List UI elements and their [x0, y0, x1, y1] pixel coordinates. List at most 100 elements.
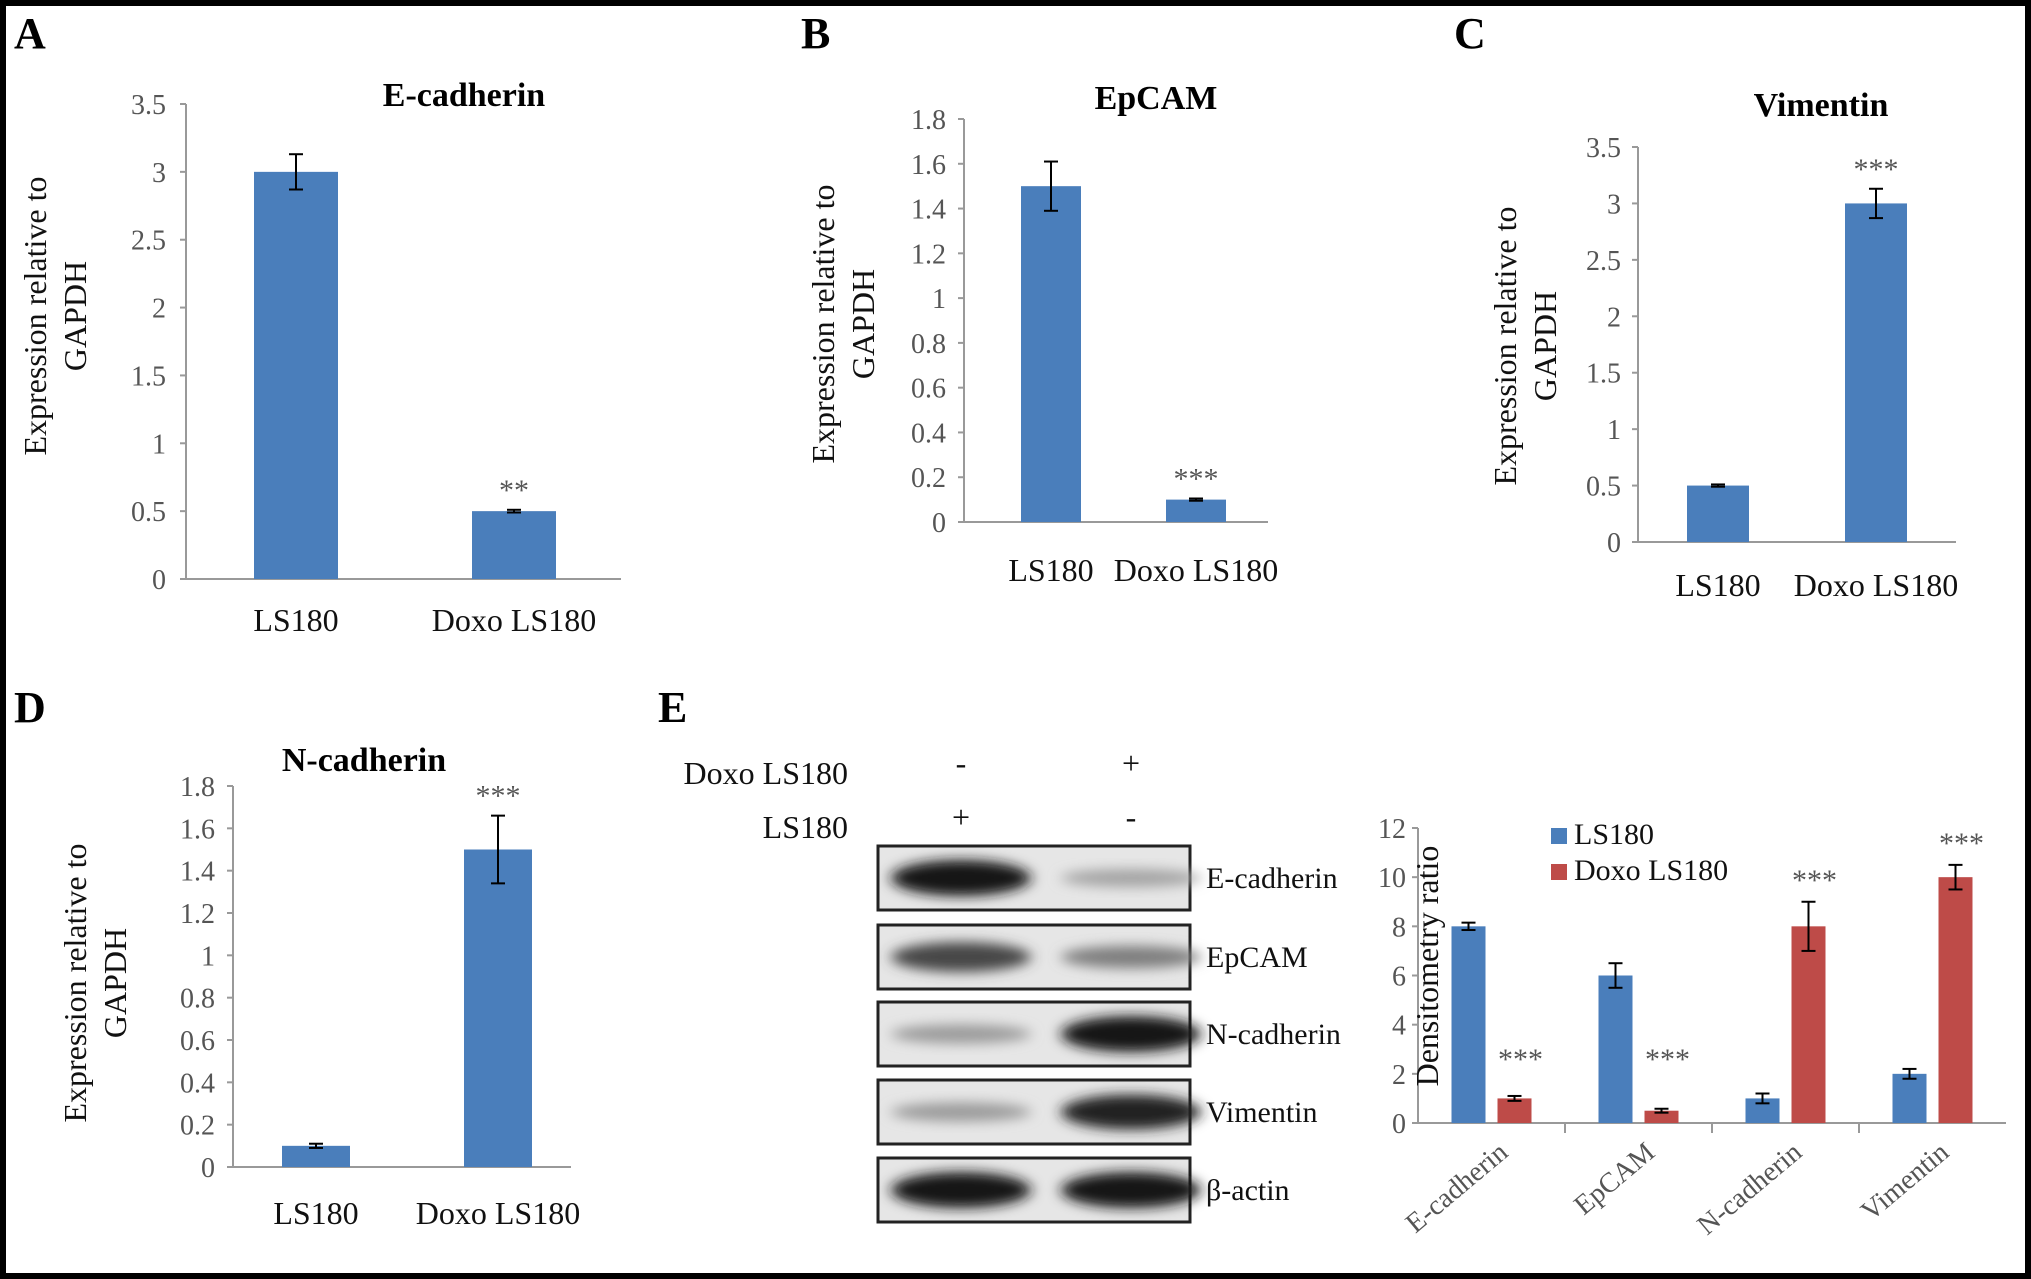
- x-category-label: LS180: [253, 602, 338, 638]
- y-tick-label: 8: [1392, 912, 1406, 943]
- y-tick-label: 1.6: [180, 814, 215, 845]
- treatment-label: Doxo LS180: [684, 755, 848, 791]
- bar: [1791, 926, 1826, 1123]
- y-tick-label: 0.6: [180, 1026, 215, 1057]
- y-tick-label: 2.5: [131, 226, 166, 257]
- y-tick-label: 12: [1378, 814, 1406, 845]
- y-tick-label: 1.5: [1586, 359, 1621, 390]
- figure-frame: A B C D E 0 0.5 1 1.5 2 2.5 3 3.5 E-cadherin Expr…: [6, 6, 2025, 1273]
- legend-swatch: [1551, 864, 1567, 880]
- y-axis-label-line: Expression relative to: [17, 176, 53, 455]
- chart-c: 0 0.5 1 1.5 2 2.5 3 3.5 Vimentin Expression relat…: [1487, 87, 1958, 603]
- y-tick-label: 0.8: [180, 984, 215, 1015]
- y-tick-label: 2: [152, 294, 166, 325]
- y-tick-label: 1.2: [180, 899, 215, 930]
- band-label: EpCAM: [1206, 941, 1308, 974]
- chart-b: 0 0.2 0.4 0.6 0.8 1 1.2 1.4 1.6 1.8 EpCAM Expressio…: [805, 80, 1278, 588]
- y-tick-label: 1.8: [180, 772, 215, 803]
- chart-d: 0 0.2 0.4 0.6 0.8 1 1.2 1.4 1.6 1.8 N-cadherin Expr…: [57, 742, 580, 1231]
- y-tick-label: 1.4: [911, 195, 946, 226]
- y-tick-label: 0.8: [911, 329, 946, 360]
- lane-sign: +: [952, 799, 970, 835]
- bar: [1845, 203, 1907, 542]
- y-tick-label: 2.5: [1586, 246, 1621, 277]
- band-label: N-cadherin: [1206, 1018, 1341, 1051]
- blot-band: [1061, 945, 1201, 969]
- y-tick-label: 1: [932, 284, 946, 315]
- y-axis-label-line: GAPDH: [57, 261, 93, 371]
- x-category-label: LS180: [1008, 552, 1093, 588]
- y-axis-label-line: Expression relative to: [1487, 206, 1523, 485]
- blot-band: [891, 1172, 1031, 1208]
- blot-band: [891, 860, 1031, 896]
- significance-label: **: [499, 474, 529, 507]
- y-tick-label: 1.5: [131, 361, 166, 392]
- x-category-label: Doxo LS180: [432, 602, 596, 638]
- significance-label: ***: [1939, 827, 1984, 860]
- y-tick-label: 1: [152, 429, 166, 460]
- x-category-label: Doxo LS180: [416, 1195, 580, 1231]
- y-tick-label: 1.8: [911, 105, 946, 136]
- y-tick-label: 3.5: [1586, 133, 1621, 164]
- y-tick-label: 3: [152, 158, 166, 189]
- y-tick-label: 1.6: [911, 150, 946, 181]
- y-tick-label: 2: [1392, 1060, 1406, 1091]
- y-axis-label: Densitometry ratio: [1409, 846, 1445, 1087]
- y-tick-label: 0.4: [180, 1068, 215, 1099]
- y-tick-label: 0: [932, 508, 946, 539]
- bar: [1687, 485, 1749, 542]
- blot-band: [891, 1102, 1031, 1122]
- blot-band: [891, 942, 1031, 972]
- y-axis-label-line: GAPDH: [1527, 291, 1563, 401]
- x-category-label: Doxo LS180: [1794, 567, 1958, 603]
- legend-label: LS180: [1574, 818, 1654, 851]
- panel-letter-c: C: [1454, 9, 1486, 58]
- x-category-label: LS180: [273, 1195, 358, 1231]
- significance-label: ***: [1174, 462, 1219, 495]
- y-tick-label: 0.2: [180, 1111, 215, 1142]
- lane-sign: -: [956, 745, 967, 781]
- x-category-label: LS180: [1675, 567, 1760, 603]
- chart-title: N-cadherin: [282, 742, 446, 779]
- x-category-label: E-cadherin: [1400, 1137, 1514, 1240]
- y-tick-label: 0.6: [911, 374, 946, 405]
- bar: [1892, 1073, 1927, 1123]
- chart-a: 0 0.5 1 1.5 2 2.5 3 3.5 E-cadherin Expression rel…: [17, 77, 621, 638]
- blot-band: [1061, 869, 1201, 887]
- x-category-label: Doxo LS180: [1114, 552, 1278, 588]
- y-axis-label-line: GAPDH: [845, 269, 881, 379]
- band-label: E-cadherin: [1206, 862, 1338, 895]
- y-tick-label: 0.2: [911, 463, 946, 494]
- bar: [1598, 975, 1633, 1123]
- legend-label: Doxo LS180: [1574, 854, 1728, 887]
- bar: [1021, 186, 1081, 522]
- bar: [464, 849, 532, 1167]
- y-axis-label-line: Expression relative to: [57, 843, 93, 1122]
- chart-title: EpCAM: [1095, 80, 1218, 117]
- y-axis-label: Expression relative to GAPDH: [17, 176, 93, 455]
- y-tick-label: 6: [1392, 962, 1406, 993]
- legend-swatch: [1551, 828, 1567, 844]
- panel-letter-e: E: [658, 683, 687, 732]
- band-label: β-actin: [1206, 1174, 1290, 1207]
- y-tick-label: 0: [1392, 1109, 1406, 1140]
- lane-sign: -: [1126, 799, 1137, 835]
- y-tick-label: 0: [1607, 528, 1621, 559]
- y-tick-label: 0: [201, 1153, 215, 1184]
- bar: [1497, 1098, 1532, 1123]
- chart-title: E-cadherin: [383, 77, 546, 114]
- significance-label: ***: [1792, 864, 1837, 897]
- bar: [1451, 926, 1486, 1123]
- y-tick-label: 1.2: [911, 239, 946, 270]
- blot-band: [1061, 1172, 1201, 1208]
- significance-label: ***: [1854, 153, 1899, 186]
- y-tick-label: 1: [201, 941, 215, 972]
- bar: [1644, 1110, 1679, 1123]
- significance-label: ***: [1498, 1043, 1543, 1076]
- y-axis-label-line: Expression relative to: [805, 184, 841, 463]
- y-axis-label: Expression relative to GAPDH: [1487, 206, 1563, 485]
- bar: [472, 511, 556, 579]
- chart-title: Vimentin: [1754, 87, 1889, 124]
- y-tick-label: 3: [1607, 189, 1621, 220]
